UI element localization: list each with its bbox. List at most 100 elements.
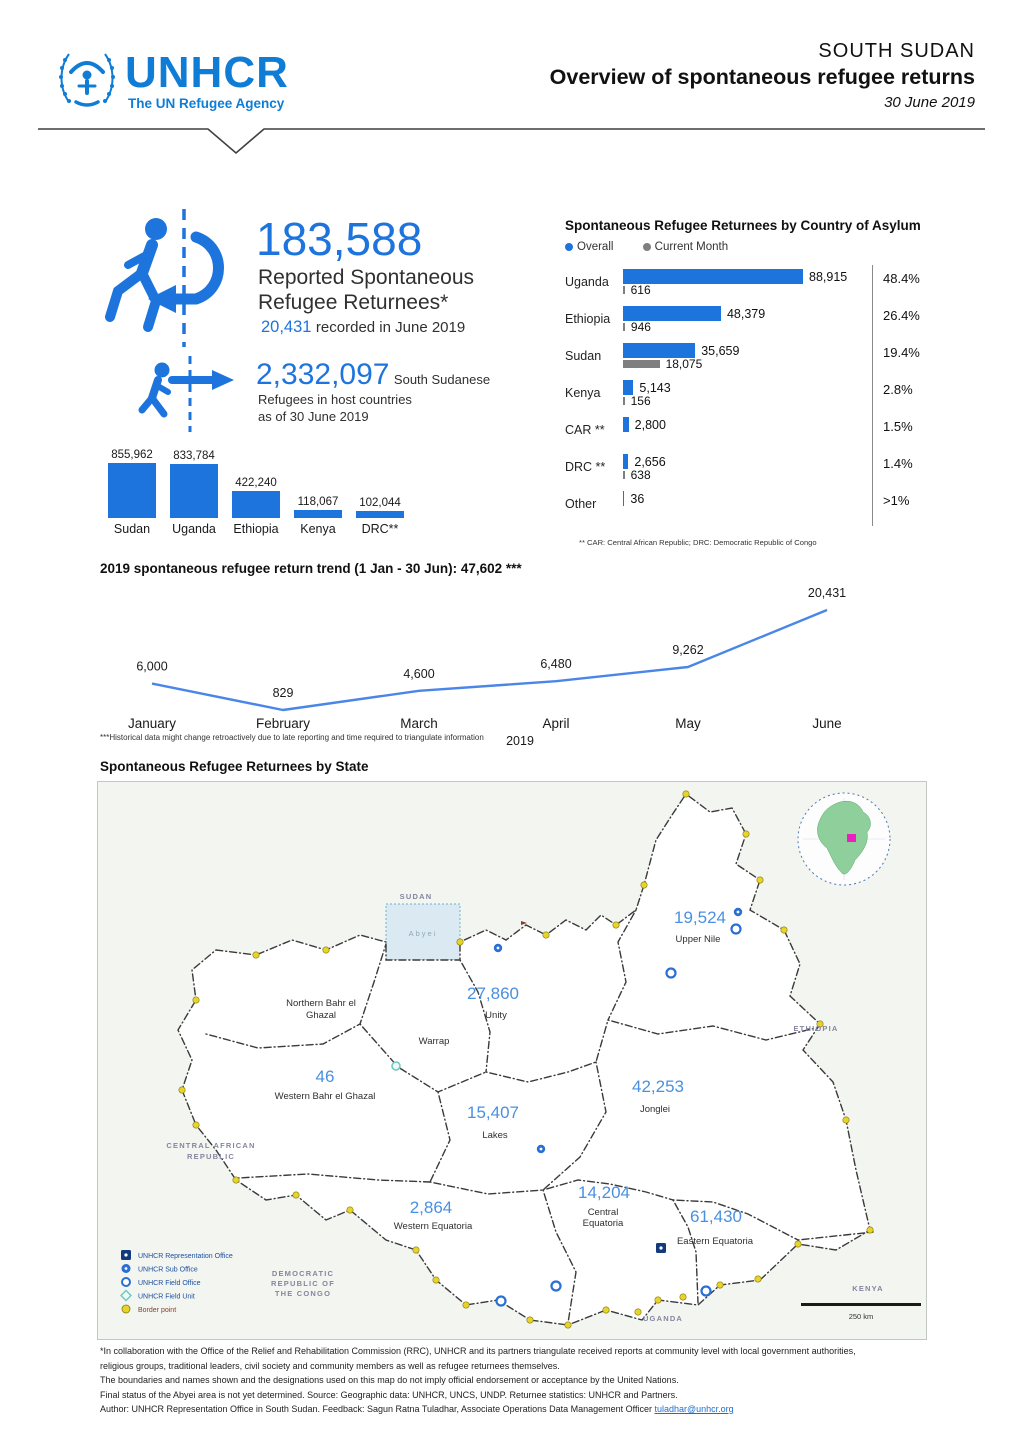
sub-office-icon-center <box>496 946 500 950</box>
border-point-icon <box>640 881 648 889</box>
asylum-chart-footnote: ** CAR: Central African Republic; DRC: D… <box>579 538 817 547</box>
state-value-western-bahr-el-ghazal: 46 <box>316 1067 335 1086</box>
asylum-chart-title: Spontaneous Refugee Returnees by Country… <box>565 218 921 233</box>
state-name-unity: Unity <box>485 1010 507 1021</box>
header-divider <box>38 128 985 155</box>
trend-line <box>151 608 828 712</box>
border-point-icon <box>842 1116 850 1124</box>
scale-bar: 250 km <box>801 1303 921 1321</box>
border-point-icon <box>756 876 764 884</box>
asylum-percent: 48.4% <box>883 271 920 286</box>
asylum-chart: Spontaneous Refugee Returnees by Country… <box>565 218 990 547</box>
south-sudan-locator <box>847 834 856 842</box>
host-bar <box>294 510 342 518</box>
trend-month-label: February <box>256 716 310 731</box>
returnee-icon <box>105 209 224 347</box>
field-office-icon <box>495 1295 507 1307</box>
legend-border-point-icon <box>121 1304 131 1314</box>
border-point-icon <box>754 1275 762 1283</box>
border-point-icon <box>432 1276 440 1284</box>
border-point-icon <box>742 830 750 838</box>
border-point-icon <box>794 1240 802 1248</box>
border-point-icon <box>866 1226 874 1234</box>
host-bar <box>108 463 156 518</box>
footer-line-4: Final status of the Abyei area is not ye… <box>100 1389 678 1400</box>
percent-divider <box>872 265 873 526</box>
asylum-percent: >1% <box>883 493 910 508</box>
legend-label-sub-office: UNHCR Sub Office <box>138 1267 198 1274</box>
state-value-unity: 27,860 <box>467 984 519 1003</box>
host-bar-value: 833,784 <box>173 450 215 462</box>
month-label: recorded in June 2019 <box>315 319 466 336</box>
state-name-central-equatoria: Equatoria <box>583 1218 624 1229</box>
current-month-value: 156 <box>630 394 651 408</box>
asylum-percent: 26.4% <box>883 308 920 323</box>
overall-bar <box>623 454 629 469</box>
footer-line-1: *In collaboration with the Office of the… <box>100 1346 856 1356</box>
border-point-icon <box>462 1301 470 1309</box>
state-name-jonglei: Jonglei <box>640 1104 670 1115</box>
total-returnees-label: Reported Spontaneous Refugee Returnees* <box>258 266 474 314</box>
neighbor-label-sudan: SUDAN <box>400 892 433 901</box>
state-value-lakes: 15,407 <box>467 1103 519 1122</box>
map-heading: Spontaneous Refugee Returnees by State <box>100 759 369 774</box>
border-point-icon <box>816 1020 824 1028</box>
asylum-percent: 1.4% <box>883 456 913 471</box>
host-bar-sudan: 855,962 Sudan <box>108 449 156 536</box>
header-title-block: SOUTH SUDAN Overview of spontaneous refu… <box>550 40 975 111</box>
header-country: SOUTH SUDAN <box>818 40 975 62</box>
current-month-bar <box>623 323 625 331</box>
legend-label-field-unit: UNHCR Field Unit <box>138 1294 195 1301</box>
africa-silhouette <box>817 801 871 875</box>
state-name-western-equatoria: Western Equatoria <box>394 1221 473 1232</box>
host-bar-kenya: 118,067 Kenya <box>294 496 342 536</box>
current-month-value: 18,075 <box>665 357 703 371</box>
trend-line-chart: 6,000 January 829 February 4,600 March 6,480 Ap… <box>128 586 846 748</box>
border-point-icon <box>526 1316 534 1324</box>
asylum-row-kenya: Kenya 5,143 156 2.8% <box>565 380 990 417</box>
border-point-icon <box>602 1306 610 1314</box>
neighbor-label-uganda: UGANDA <box>643 1314 683 1323</box>
neighbor-label-kenya: KENYA <box>852 1284 884 1293</box>
host-bar-value: 422,240 <box>235 477 277 489</box>
trend-point-label: 9,262 <box>672 643 703 657</box>
refugee-outflow-icon <box>138 356 234 432</box>
host-bar-label: Uganda <box>172 522 216 536</box>
overall-bar <box>623 343 696 358</box>
state-name-lakes: Lakes <box>482 1130 508 1141</box>
current-month-legend-label: Current Month <box>654 241 729 253</box>
trend-month-label: January <box>128 716 176 731</box>
current-month-bar <box>623 360 660 368</box>
host-bar-value: 855,962 <box>111 449 153 461</box>
overall-bar <box>623 417 629 432</box>
unhcr-emblem <box>59 53 115 107</box>
overall-bar <box>623 380 634 395</box>
border-point-icon <box>346 1206 354 1214</box>
host-bar-label: Ethiopia <box>233 522 279 536</box>
host-bar <box>232 491 280 518</box>
asylum-row-ethiopia: Ethiopia 48,379 946 26.4% <box>565 306 990 343</box>
trend-footnote: ***Historical data might change retroact… <box>100 733 484 742</box>
legend-label-field-office: UNHCR Field Office <box>138 1280 201 1287</box>
border-point-icon <box>322 946 330 954</box>
trend-month-label: April <box>542 716 569 731</box>
overall-value: 5,143 <box>639 381 671 395</box>
legend-field-office-icon <box>121 1277 131 1287</box>
trend-month-label: March <box>400 716 438 731</box>
overall-value: 88,915 <box>809 270 848 284</box>
field-office-icon <box>700 1285 712 1297</box>
feedback-email-link[interactable]: tuladhar@unhcr.org <box>654 1404 734 1414</box>
current-month-value: 638 <box>630 468 651 482</box>
host-bar-label: Kenya <box>300 522 336 536</box>
border-point-icon <box>654 1296 662 1304</box>
neighbor-label-democratic-republic-of-the-congo: THE CONGO <box>275 1289 331 1298</box>
border-point-icon <box>716 1281 724 1289</box>
asylum-country-label: Other <box>565 497 597 511</box>
asylum-row-uganda: Uganda 88,915 616 48.4% <box>565 269 990 306</box>
africa-globe-inset <box>797 792 891 886</box>
field-office-icon <box>730 923 742 935</box>
host-label-inline: South Sudanese <box>393 372 491 387</box>
state-borders <box>205 909 874 1324</box>
current-month-bar <box>623 471 625 479</box>
current-month-value: 616 <box>630 283 651 297</box>
